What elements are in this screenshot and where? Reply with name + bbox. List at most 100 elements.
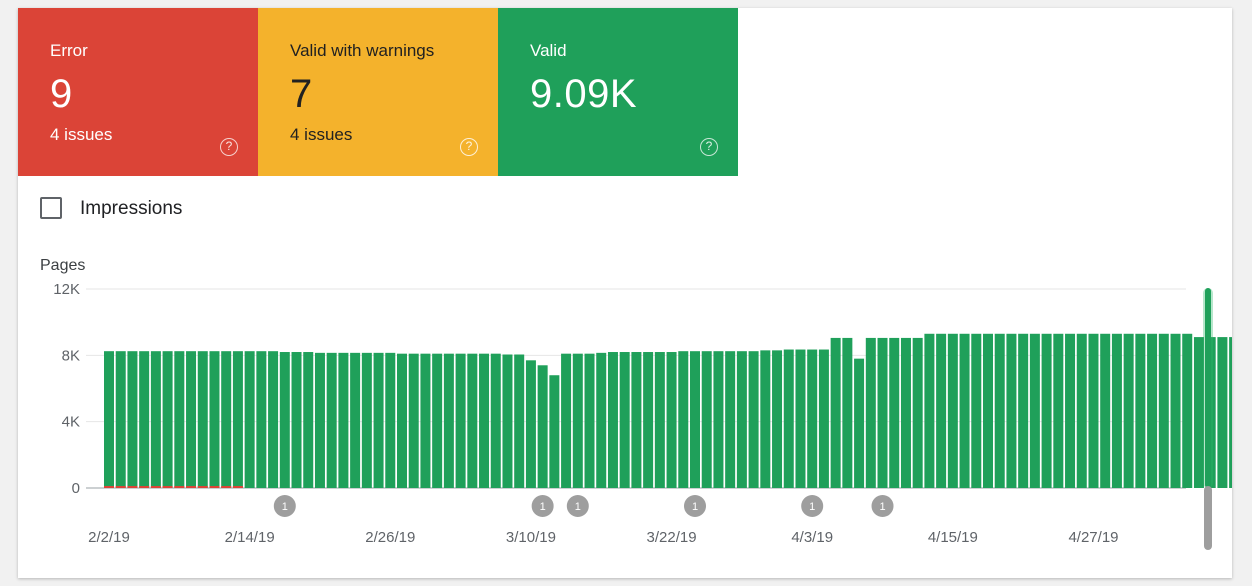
- valid-bar[interactable]: [947, 333, 958, 488]
- valid-bar[interactable]: [537, 365, 548, 488]
- valid-bar[interactable]: [420, 353, 431, 488]
- annotation-badge[interactable]: 1: [684, 495, 706, 517]
- valid-bar[interactable]: [900, 337, 911, 488]
- valid-bar[interactable]: [1041, 333, 1052, 488]
- error-bar[interactable]: [197, 486, 208, 488]
- valid-bar[interactable]: [443, 353, 454, 488]
- chart-scrollbar[interactable]: [1203, 288, 1213, 550]
- valid-bar[interactable]: [1088, 333, 1099, 488]
- help-icon[interactable]: ?: [700, 138, 718, 156]
- valid-bar[interactable]: [1217, 337, 1228, 488]
- valid-bar[interactable]: [467, 353, 478, 488]
- warnings-tile[interactable]: Valid with warnings 7 4 issues ?: [258, 8, 498, 176]
- valid-bar[interactable]: [854, 358, 865, 488]
- annotation-badge[interactable]: 1: [871, 495, 894, 517]
- valid-bar[interactable]: [1147, 333, 1158, 488]
- valid-bar[interactable]: [303, 352, 314, 488]
- error-bar[interactable]: [127, 486, 138, 488]
- valid-bar[interactable]: [256, 351, 267, 488]
- valid-bar[interactable]: [748, 351, 759, 488]
- valid-bar[interactable]: [1029, 333, 1040, 488]
- annotation-badge[interactable]: 1: [566, 495, 589, 517]
- scroll-thumb[interactable]: [1205, 288, 1211, 488]
- valid-bar[interactable]: [162, 351, 173, 488]
- valid-bar[interactable]: [607, 352, 618, 488]
- valid-bar[interactable]: [514, 354, 525, 488]
- valid-bar[interactable]: [502, 354, 513, 488]
- valid-bar[interactable]: [572, 353, 583, 488]
- annotation-badge[interactable]: 1: [273, 495, 296, 517]
- valid-bar[interactable]: [408, 353, 419, 488]
- valid-tile[interactable]: Valid 9.09K ?: [498, 8, 738, 176]
- valid-bar[interactable]: [1076, 333, 1087, 488]
- valid-bar[interactable]: [525, 360, 536, 488]
- valid-bar[interactable]: [713, 351, 724, 488]
- valid-bar[interactable]: [772, 350, 783, 488]
- valid-bar[interactable]: [666, 352, 677, 488]
- valid-bar[interactable]: [268, 351, 279, 488]
- valid-bar[interactable]: [244, 351, 255, 488]
- error-bar[interactable]: [115, 486, 126, 488]
- valid-bar[interactable]: [690, 351, 700, 488]
- error-bar[interactable]: [221, 486, 232, 488]
- valid-bar[interactable]: [291, 352, 302, 488]
- valid-bar[interactable]: [701, 351, 712, 488]
- valid-bar[interactable]: [232, 351, 243, 488]
- valid-bar[interactable]: [209, 351, 220, 488]
- valid-bar[interactable]: [1193, 337, 1204, 488]
- valid-bar[interactable]: [959, 333, 970, 488]
- valid-bar[interactable]: [971, 333, 982, 488]
- valid-bar[interactable]: [174, 351, 185, 488]
- error-bar[interactable]: [162, 486, 173, 488]
- valid-bar[interactable]: [1182, 333, 1193, 488]
- valid-bar[interactable]: [432, 353, 443, 488]
- error-bar[interactable]: [174, 486, 185, 488]
- valid-bar[interactable]: [373, 352, 384, 488]
- valid-bar[interactable]: [1170, 333, 1181, 488]
- valid-bar[interactable]: [127, 351, 138, 488]
- valid-bar[interactable]: [115, 351, 126, 488]
- valid-bar[interactable]: [104, 351, 114, 488]
- impressions-checkbox[interactable]: [40, 197, 62, 219]
- valid-bar[interactable]: [186, 351, 197, 488]
- valid-bar[interactable]: [912, 337, 923, 488]
- valid-bar[interactable]: [326, 352, 337, 488]
- annotation-badge[interactable]: 1: [531, 495, 554, 517]
- valid-bar[interactable]: [760, 350, 771, 488]
- valid-bar[interactable]: [490, 353, 501, 488]
- valid-bar[interactable]: [361, 352, 372, 488]
- valid-bar[interactable]: [221, 351, 232, 488]
- error-bar[interactable]: [186, 486, 197, 488]
- valid-bar[interactable]: [455, 353, 466, 488]
- valid-bar[interactable]: [1229, 337, 1232, 488]
- valid-bar[interactable]: [725, 351, 736, 488]
- valid-bar[interactable]: [139, 351, 150, 488]
- valid-bar[interactable]: [795, 349, 806, 488]
- valid-bar[interactable]: [350, 352, 361, 488]
- valid-bar[interactable]: [994, 333, 1005, 488]
- valid-bar[interactable]: [643, 352, 654, 488]
- valid-bar[interactable]: [1018, 333, 1029, 488]
- valid-bar[interactable]: [877, 337, 888, 488]
- error-bar[interactable]: [104, 486, 114, 488]
- valid-bar[interactable]: [1111, 333, 1122, 488]
- error-bar[interactable]: [150, 486, 161, 488]
- valid-bar[interactable]: [1158, 333, 1169, 488]
- error-bar[interactable]: [232, 486, 243, 488]
- valid-bar[interactable]: [983, 333, 993, 488]
- valid-bar[interactable]: [736, 351, 747, 488]
- valid-bar[interactable]: [338, 352, 349, 488]
- valid-bar[interactable]: [561, 353, 572, 488]
- annotation-badge[interactable]: 1: [801, 495, 824, 517]
- valid-bar[interactable]: [818, 349, 829, 488]
- valid-bar[interactable]: [830, 337, 841, 488]
- valid-bar[interactable]: [842, 337, 853, 488]
- valid-bar[interactable]: [549, 375, 560, 488]
- valid-bar[interactable]: [631, 352, 642, 488]
- valid-bar[interactable]: [783, 349, 794, 488]
- valid-bar[interactable]: [865, 337, 876, 488]
- valid-bar[interactable]: [889, 337, 900, 488]
- valid-bar[interactable]: [924, 333, 935, 488]
- valid-bar[interactable]: [1006, 333, 1017, 488]
- valid-bar[interactable]: [936, 333, 947, 488]
